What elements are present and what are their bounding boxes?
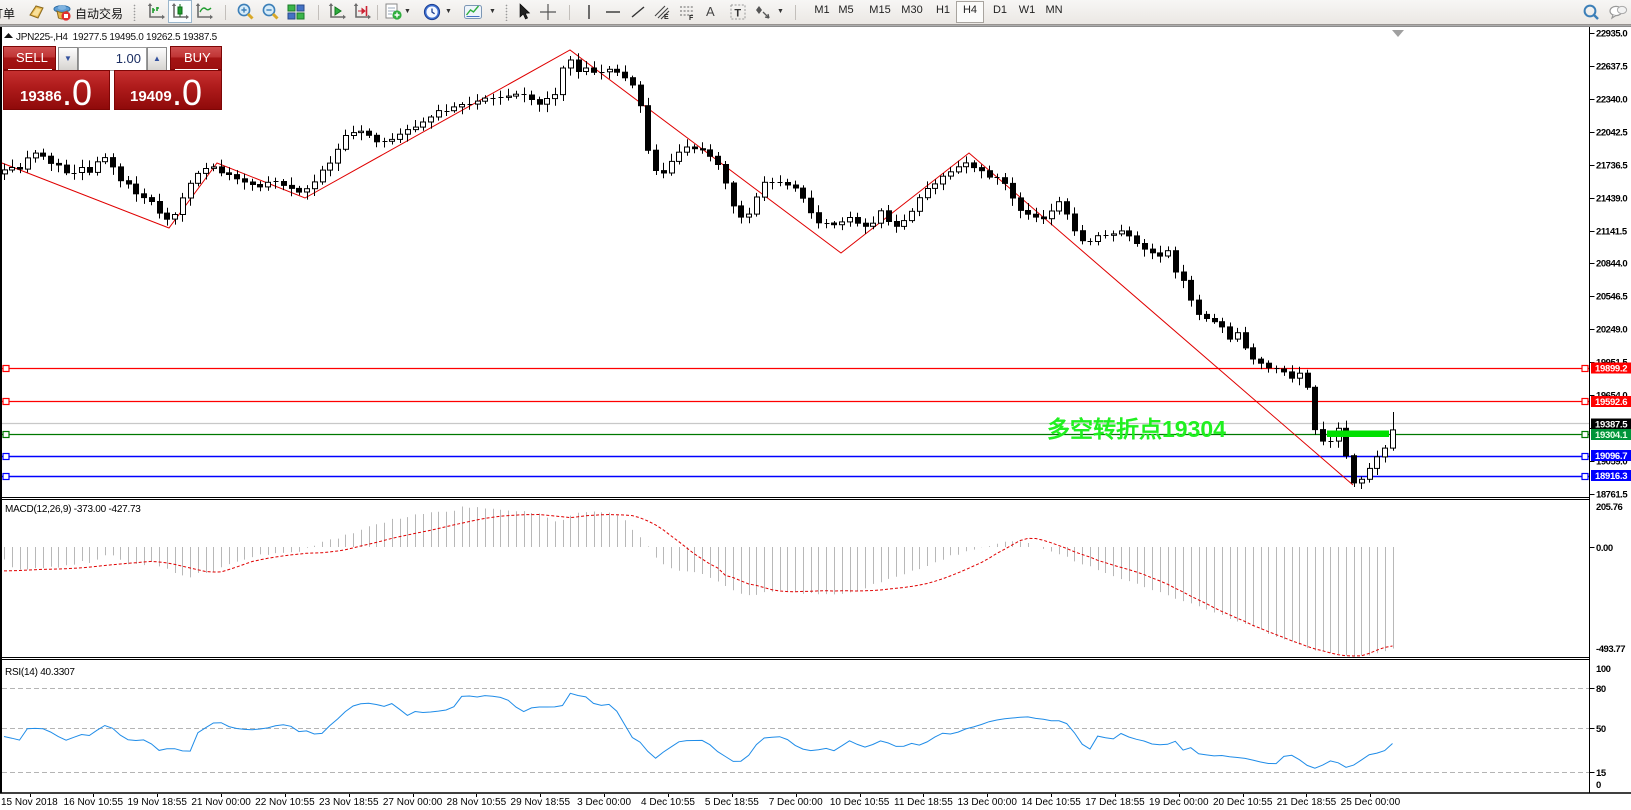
svg-text:7 Dec 00:00: 7 Dec 00:00 bbox=[769, 797, 823, 808]
svg-text:3 Dec 00:00: 3 Dec 00:00 bbox=[577, 797, 631, 808]
svg-text:19304.1: 19304.1 bbox=[1595, 430, 1628, 441]
svg-text:27 Nov 00:00: 27 Nov 00:00 bbox=[383, 797, 443, 808]
svg-text:20 Dec 10:55: 20 Dec 10:55 bbox=[1213, 797, 1273, 808]
svg-text:22 Nov 10:55: 22 Nov 10:55 bbox=[255, 797, 315, 808]
svg-text:21 Dec 18:55: 21 Dec 18:55 bbox=[1277, 797, 1337, 808]
svg-text:17 Dec 18:55: 17 Dec 18:55 bbox=[1085, 797, 1145, 808]
svg-text:19 Nov 18:55: 19 Nov 18:55 bbox=[127, 797, 187, 808]
svg-text:21439.0: 21439.0 bbox=[1596, 194, 1627, 205]
svg-text:20546.5: 20546.5 bbox=[1596, 292, 1628, 303]
svg-text:19899.2: 19899.2 bbox=[1595, 364, 1627, 375]
svg-text:25 Dec 00:00: 25 Dec 00:00 bbox=[1341, 797, 1401, 808]
svg-text:100: 100 bbox=[1596, 664, 1611, 675]
svg-text:22935.0: 22935.0 bbox=[1596, 29, 1627, 40]
svg-text:50: 50 bbox=[1596, 724, 1606, 735]
svg-text:10 Dec 10:55: 10 Dec 10:55 bbox=[830, 797, 890, 808]
svg-text:22340.0: 22340.0 bbox=[1596, 95, 1627, 106]
svg-text:0: 0 bbox=[1596, 780, 1601, 791]
svg-text:0.00: 0.00 bbox=[1596, 543, 1613, 554]
svg-text:20844.0: 20844.0 bbox=[1596, 259, 1627, 270]
svg-text:21141.5: 21141.5 bbox=[1596, 227, 1628, 238]
svg-text:16 Nov 10:55: 16 Nov 10:55 bbox=[64, 797, 124, 808]
svg-text:29 Nov 18:55: 29 Nov 18:55 bbox=[511, 797, 571, 808]
svg-text:15: 15 bbox=[1596, 768, 1607, 779]
svg-text:20249.0: 20249.0 bbox=[1596, 325, 1627, 336]
svg-text:21736.5: 21736.5 bbox=[1596, 161, 1628, 172]
svg-text:28 Nov 10:55: 28 Nov 10:55 bbox=[447, 797, 507, 808]
svg-text:205.76: 205.76 bbox=[1596, 502, 1623, 513]
svg-text:15 Nov 2018: 15 Nov 2018 bbox=[1, 797, 58, 808]
svg-text:11 Dec 18:55: 11 Dec 18:55 bbox=[894, 797, 953, 808]
svg-text:21 Nov 00:00: 21 Nov 00:00 bbox=[191, 797, 251, 808]
svg-text:19 Dec 00:00: 19 Dec 00:00 bbox=[1149, 797, 1209, 808]
svg-text:19387.5: 19387.5 bbox=[1595, 420, 1628, 431]
svg-text:T: T bbox=[734, 8, 741, 20]
svg-text:RSI(14) 40.3307: RSI(14) 40.3307 bbox=[5, 667, 75, 678]
svg-text:E: E bbox=[664, 14, 669, 21]
svg-text:19096.7: 19096.7 bbox=[1595, 451, 1627, 462]
svg-text:80: 80 bbox=[1596, 684, 1606, 695]
svg-text:22042.5: 22042.5 bbox=[1596, 128, 1628, 139]
svg-text:-493.77: -493.77 bbox=[1596, 644, 1625, 655]
svg-text:22637.5: 22637.5 bbox=[1596, 62, 1628, 73]
svg-text:4 Dec 10:55: 4 Dec 10:55 bbox=[641, 797, 695, 808]
svg-text:19592.6: 19592.6 bbox=[1595, 397, 1627, 408]
svg-text:23 Nov 18:55: 23 Nov 18:55 bbox=[319, 797, 379, 808]
svg-text:JPN225-,H4 19277.5 19495.0 19: JPN225-,H4 19277.5 19495.0 19262.5 19387… bbox=[16, 32, 218, 43]
svg-text:MACD(12,26,9) -373.00 -427.73: MACD(12,26,9) -373.00 -427.73 bbox=[5, 504, 141, 515]
svg-text:18761.5: 18761.5 bbox=[1596, 490, 1628, 501]
svg-text:F: F bbox=[689, 15, 694, 21]
svg-text:19059.0: 19059.0 bbox=[1596, 457, 1627, 468]
svg-text:18916.3: 18916.3 bbox=[1595, 471, 1627, 482]
svg-text:多空转折点19304: 多空转折点19304 bbox=[1047, 416, 1226, 442]
svg-text:14 Dec 10:55: 14 Dec 10:55 bbox=[1021, 797, 1081, 808]
svg-text:13 Dec 00:00: 13 Dec 00:00 bbox=[957, 797, 1017, 808]
svg-text:5 Dec 18:55: 5 Dec 18:55 bbox=[705, 797, 759, 808]
